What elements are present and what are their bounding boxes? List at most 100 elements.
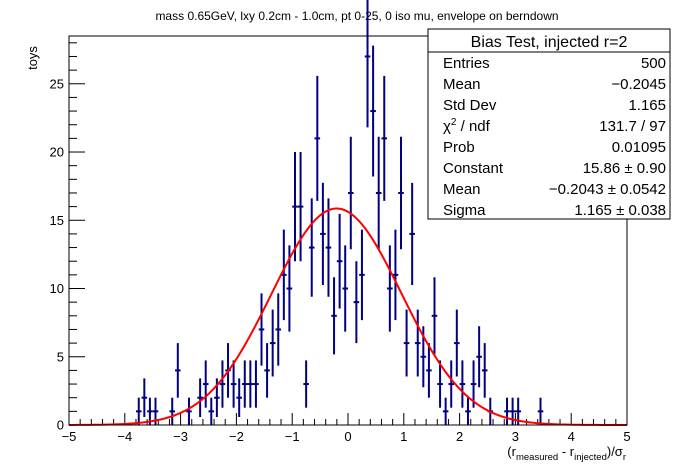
stats-value: 1.165 ± 0.038 <box>574 202 666 219</box>
y-tick-label: 0 <box>57 418 64 433</box>
histogram-bin <box>175 343 181 398</box>
histogram-bin <box>537 397 544 425</box>
histogram-bin <box>258 293 265 366</box>
stats-rows: Entries 500 Mean −0.2045 Std Dev 1.165 χ2 / nd… <box>443 55 666 219</box>
histogram-bin <box>414 309 421 377</box>
axes-group: −5 −4 −3 −2 −1 0 1 2 3 4 5 0 5 10 15 20 25 <box>50 42 631 444</box>
histogram-bin <box>247 360 254 408</box>
histogram-bin <box>197 378 203 418</box>
histogram-bin <box>325 198 332 297</box>
histogram-bin <box>292 152 298 262</box>
x-label-sub-r: r <box>623 452 626 463</box>
x-axis-label: (rmeasured - rinjected)/σr <box>507 444 626 463</box>
stats-box-title: Bias Test, injected r=2 <box>471 34 628 51</box>
stats-row: Mean −0.2043 ± 0.0542 <box>443 181 666 198</box>
histogram-bin <box>454 309 460 377</box>
x-tick-label: 3 <box>512 429 519 444</box>
stats-value: 1.165 <box>628 97 666 114</box>
stats-label: Mean <box>443 76 481 93</box>
stats-box: Bias Test, injected r=2 Entries 500 Mean −0… <box>427 28 671 220</box>
plot-frame <box>68 35 628 426</box>
histogram-bin <box>202 360 209 408</box>
histogram-bin <box>398 136 404 250</box>
histogram-bin <box>470 360 477 408</box>
histogram-bin <box>359 229 365 321</box>
histogram-bin <box>437 360 443 408</box>
histogram-bin <box>459 360 466 408</box>
histogram-bin <box>219 360 226 408</box>
histogram-bin <box>241 360 248 408</box>
histogram-bin <box>169 397 176 425</box>
x-label-mid: - r <box>558 444 575 459</box>
x-tick-label: −1 <box>285 429 300 444</box>
x-label-sub-injected: injected <box>574 452 607 463</box>
histogram-bin <box>465 397 471 425</box>
histogram-bin <box>186 397 192 425</box>
histogram-bin <box>308 198 315 297</box>
histogram-bin <box>403 309 410 377</box>
histogram-bin <box>504 397 510 425</box>
histogram-bin <box>342 245 348 332</box>
histogram-bin <box>297 152 304 262</box>
stats-label: Entries <box>443 55 490 72</box>
stats-row: Sigma 1.165 ± 0.038 <box>443 202 666 219</box>
x-tick-label: −2 <box>229 429 244 444</box>
stats-label: Prob <box>443 139 475 156</box>
stats-label: Sigma <box>443 202 486 219</box>
histogram-bin <box>336 213 343 309</box>
stats-label: χ2 / ndf <box>443 117 491 135</box>
y-tick-label: 10 <box>50 281 64 296</box>
stats-row: Entries 500 <box>443 55 666 72</box>
histogram-bin <box>476 326 482 388</box>
x-tick-label: −4 <box>117 429 132 444</box>
histogram-bin <box>236 378 242 418</box>
stats-value: 131.7 / 97 <box>599 118 666 135</box>
x-tick-label: 1 <box>400 429 407 444</box>
histogram-bin <box>230 360 237 408</box>
histogram-bin <box>481 343 488 398</box>
histogram-bin <box>135 397 142 425</box>
y-axis-label: toys <box>25 46 40 70</box>
histogram-bin <box>364 0 371 128</box>
x-label-close: )/σ <box>607 444 623 459</box>
histogram-bin <box>409 182 415 285</box>
stats-value: −0.2045 <box>611 76 666 93</box>
histogram-bin <box>442 397 449 425</box>
chart-title: mass 0.65GeV, lxy 0.2cm - 1.0cm, pt 0-25… <box>155 9 558 23</box>
stats-value: 15.86 ± 0.90 <box>583 160 666 177</box>
histogram-bin <box>303 360 309 408</box>
x-tick-label: −3 <box>173 429 188 444</box>
x-tick-label: 0 <box>344 429 351 444</box>
histogram-bin <box>147 397 153 425</box>
histogram-bin <box>348 136 354 250</box>
stats-value: 0.01095 <box>612 139 666 156</box>
histogram-bin <box>275 293 282 366</box>
gaussian-fit-curve <box>69 207 627 426</box>
histogram-bin <box>431 277 438 355</box>
stats-row: Prob 0.01095 <box>443 139 666 156</box>
histogram-bin <box>320 182 326 285</box>
stats-box-border <box>427 28 671 220</box>
stats-label: Constant <box>443 160 504 177</box>
histogram-bin <box>141 378 148 418</box>
histogram-bin <box>448 360 455 408</box>
histogram-bin <box>264 343 270 398</box>
y-tick-label: 25 <box>50 76 64 91</box>
stats-row: Constant 15.86 ± 0.90 <box>443 160 666 177</box>
stats-value: 500 <box>641 55 666 72</box>
histogram-bin <box>208 397 215 425</box>
histogram-bin <box>375 136 382 250</box>
x-tick-label: −5 <box>62 429 77 444</box>
x-tick-label: 2 <box>456 429 463 444</box>
x-label-open: (r <box>507 444 516 459</box>
histogram-bin <box>253 360 259 408</box>
histogram-bin <box>353 261 360 344</box>
stats-value: −0.2043 ± 0.0542 <box>549 181 666 198</box>
y-tick-label: 5 <box>57 349 64 364</box>
y-tick-label: 20 <box>50 145 64 160</box>
x-label-sub-measured: measured <box>516 452 558 463</box>
histogram-bin <box>392 229 399 321</box>
histogram-bin <box>314 75 321 201</box>
stats-label: Mean <box>443 181 481 198</box>
